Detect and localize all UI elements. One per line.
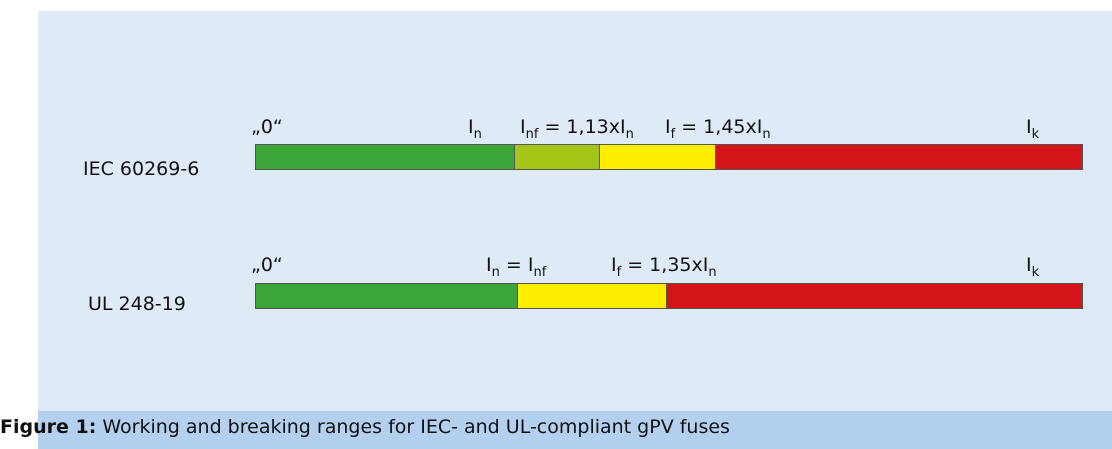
if-label-ul: If = 1,35xIn	[611, 254, 717, 280]
ik-label-ul: Ik	[1026, 254, 1040, 280]
caption-band	[38, 411, 1112, 449]
in-label-iec: In	[468, 116, 482, 142]
figure-panel: IEC 60269-6 „0“ In Inf = 1,13xIn If = 1,…	[38, 11, 1112, 449]
zero-label-ul: „0“	[251, 254, 283, 276]
segment-conventional-fusing	[517, 284, 667, 308]
segment-breaking-range	[716, 145, 1082, 169]
caption-text: Working and breaking ranges for IEC- and…	[96, 416, 730, 438]
segment-working-range	[256, 284, 518, 308]
inf-label-iec: Inf = 1,13xIn	[520, 116, 634, 142]
if-label-iec: If = 1,45xIn	[665, 116, 771, 142]
segment-conventional-non-fusing	[515, 145, 601, 169]
segment-breaking-range	[666, 284, 1082, 308]
ik-label-iec: Ik	[1026, 116, 1040, 142]
in-label-ul: In = Inf	[486, 254, 547, 280]
caption-prefix: Figure 1:	[0, 416, 97, 438]
range-bar-ul	[255, 283, 1083, 309]
standard-label-iec: IEC 60269-6	[83, 158, 200, 180]
segment-conventional-fusing	[600, 145, 717, 169]
segment-working-range	[256, 145, 516, 169]
zero-label-iec: „0“	[251, 116, 283, 138]
standard-label-ul: UL 248-19	[88, 293, 186, 315]
range-bar-iec	[255, 144, 1083, 170]
figure-caption: Figure 1: Working and breaking ranges fo…	[0, 418, 730, 437]
